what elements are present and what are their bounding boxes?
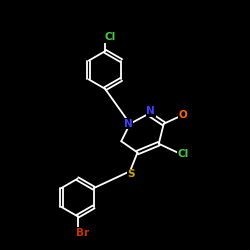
Text: Br: Br — [76, 228, 89, 237]
Text: O: O — [178, 110, 188, 120]
Text: S: S — [128, 169, 135, 179]
Text: Cl: Cl — [177, 149, 188, 159]
Text: Cl: Cl — [105, 32, 116, 42]
Text: N: N — [146, 106, 155, 116]
Text: N: N — [124, 119, 132, 129]
